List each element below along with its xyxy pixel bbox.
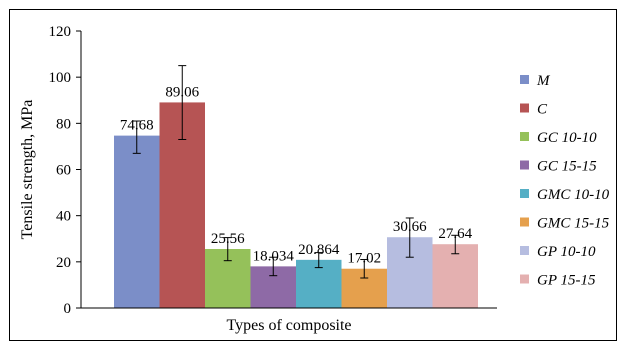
data-label: 17.02: [347, 251, 381, 267]
data-label: 20.864: [298, 242, 340, 258]
data-label: 30.66: [393, 219, 427, 235]
y-tick-label: 120: [49, 24, 72, 40]
bar: [432, 244, 478, 308]
error-bars-group: [132, 65, 460, 279]
data-label: 89.06: [165, 84, 199, 100]
data-label: 27.64: [438, 226, 472, 242]
legend-label: GMC 15-15: [537, 216, 610, 232]
legend-label: C: [537, 102, 548, 118]
y-tick-label: 40: [56, 209, 71, 225]
y-tick-label: 20: [56, 255, 71, 271]
legend-swatch: [520, 189, 529, 198]
legend-swatch: [520, 160, 529, 170]
legend-swatch: [520, 274, 529, 284]
data-label: 74.68: [120, 118, 154, 134]
legend-swatch: [520, 103, 529, 113]
y-tick-label: 60: [56, 163, 71, 179]
legend-swatch: [520, 217, 529, 227]
legend-label: GP 10-10: [537, 244, 596, 260]
y-tick-label: 0: [64, 301, 72, 317]
data-label: 25.56: [211, 231, 245, 247]
legend-label: GMC 10-10: [537, 187, 610, 203]
legend-label: M: [536, 73, 551, 89]
bars-group: [114, 102, 478, 308]
data-labels-group: 74.68 89.06 25.56 18.034 20.864 17.02 30.66 27.…: [120, 84, 473, 266]
y-tick-label: 80: [56, 116, 71, 132]
x-axis-title: Types of composite: [226, 317, 351, 334]
legend-label: GC 15-15: [537, 159, 597, 175]
legend: MC GC 10-10 GC 15-15 GMC 10-10 GMC 15-15 GP 1…: [520, 73, 610, 289]
legend-label: GC 10-10: [537, 130, 597, 146]
legend-swatch: [520, 132, 529, 141]
bar: [114, 135, 160, 308]
y-axis-title: Tensile strength, MPa: [19, 100, 36, 240]
y-axis-ticks: 0 20 40 60 80 100 120: [49, 24, 81, 317]
data-label: 18.034: [253, 248, 295, 264]
legend-swatch: [520, 75, 529, 84]
y-tick-label: 100: [49, 70, 72, 86]
legend-label: GP 15-15: [537, 273, 596, 289]
legend-swatch: [520, 246, 529, 255]
